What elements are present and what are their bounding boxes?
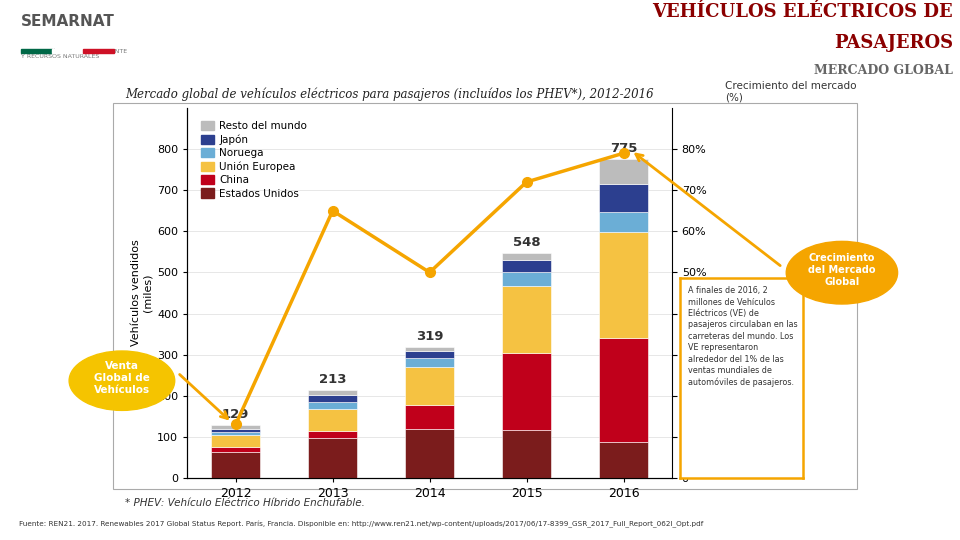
Text: Crecimiento del mercado
(%): Crecimiento del mercado (%) — [725, 81, 856, 103]
Bar — [211, 447, 260, 453]
Text: 319: 319 — [416, 330, 444, 343]
Bar — [211, 425, 260, 429]
Text: 213: 213 — [319, 373, 347, 386]
Bar — [502, 253, 551, 260]
Text: Fuente: REN21. 2017. Renewables 2017 Global Status Report. París, Francia. Dispo: Fuente: REN21. 2017. Renewables 2017 Glo… — [19, 521, 704, 528]
Bar — [599, 338, 648, 442]
Bar — [308, 430, 357, 438]
Text: Venta
Global de
Vehículos: Venta Global de Vehículos — [94, 361, 150, 395]
Bar — [211, 433, 260, 435]
Bar — [405, 351, 454, 358]
Bar — [502, 286, 551, 353]
Bar — [405, 347, 454, 351]
Bar — [308, 438, 357, 478]
Bar — [599, 442, 648, 478]
Bar — [405, 429, 454, 478]
Bar — [308, 395, 357, 402]
Legend: Resto del mundo, Japón, Noruega, Unión Europea, China, Estados Unidos: Resto del mundo, Japón, Noruega, Unión E… — [197, 117, 311, 203]
Text: 548: 548 — [513, 235, 540, 248]
Bar — [308, 409, 357, 430]
Bar — [21, 49, 52, 53]
Bar — [405, 358, 454, 367]
Bar — [52, 49, 83, 53]
Text: Crecimiento
del Mercado
Global: Crecimiento del Mercado Global — [808, 253, 876, 287]
Bar — [308, 402, 357, 409]
Bar — [502, 260, 551, 272]
Text: 129: 129 — [222, 408, 250, 421]
Bar — [405, 405, 454, 429]
Text: PASAJEROS: PASAJEROS — [834, 35, 953, 52]
Text: Mercado global de vehículos eléctricos para pasajeros (incluídos los PHEV*), 201: Mercado global de vehículos eléctricos p… — [125, 87, 654, 102]
Text: A finales de 2016, 2
millones de Vehículos
Eléctricos (VE) de
pasajeros circulab: A finales de 2016, 2 millones de Vehícul… — [688, 286, 798, 387]
Bar — [308, 390, 357, 395]
Bar — [211, 453, 260, 478]
Text: SECRETARÍA DE MEDIO AMBIENTE
Y RECURSOS NATURALES: SECRETARÍA DE MEDIO AMBIENTE Y RECURSOS … — [21, 49, 127, 59]
Bar — [502, 272, 551, 286]
Bar — [599, 232, 648, 338]
Bar — [211, 429, 260, 433]
Bar — [502, 353, 551, 430]
Text: MERCADO GLOBAL: MERCADO GLOBAL — [814, 64, 953, 77]
Bar — [405, 367, 454, 405]
Bar — [83, 49, 114, 53]
Bar — [211, 435, 260, 447]
Text: VEHÍCULOS ELÉCTRICOS DE: VEHÍCULOS ELÉCTRICOS DE — [653, 3, 953, 21]
Bar — [502, 430, 551, 478]
Text: * PHEV: Vehículo Eléctrico Híbrido Enchufable.: * PHEV: Vehículo Eléctrico Híbrido Enchu… — [125, 498, 365, 508]
Bar — [599, 159, 648, 184]
Text: SEMARNAT: SEMARNAT — [21, 14, 114, 29]
Bar — [599, 212, 648, 232]
Text: 775: 775 — [610, 142, 637, 156]
Y-axis label: Vehículos vendidos
(miles): Vehículos vendidos (miles) — [132, 240, 153, 346]
Bar — [599, 184, 648, 212]
